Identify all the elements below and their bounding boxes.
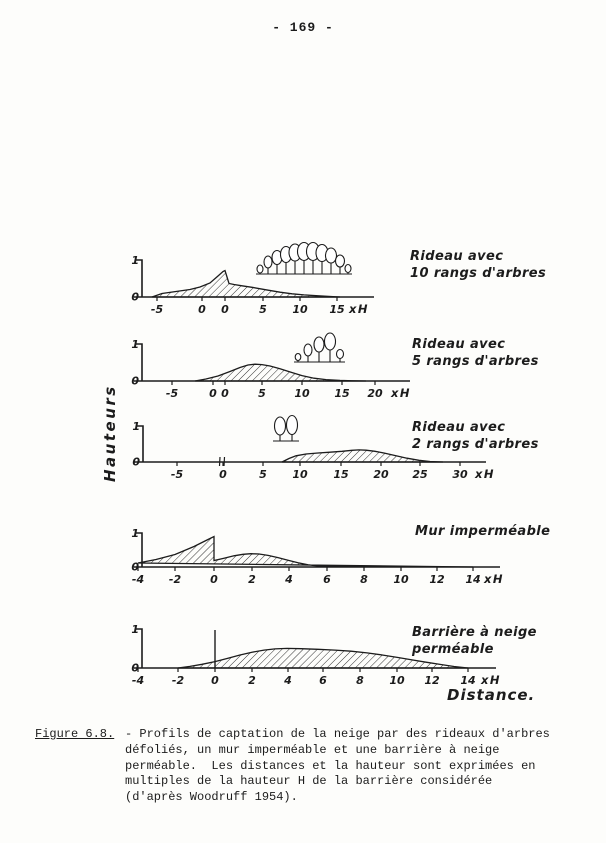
- y-axis: [136, 628, 143, 668]
- chart-mur-impermeable: 1 0 -4 -2 0 2 4 6 8 10 12 14 xH: [128, 515, 508, 590]
- x-tick-label: 20: [373, 468, 389, 481]
- y-tick-label: 0: [131, 662, 139, 675]
- x-tick-label: -5: [151, 303, 164, 316]
- x-tick-label: 4: [283, 674, 292, 687]
- tree-pair-icon: [273, 414, 299, 442]
- x-unit-label: xH: [390, 386, 411, 400]
- x-tick-label: 5: [259, 468, 267, 481]
- x-tick-label: 0: [210, 573, 218, 586]
- x-tick-label: 10: [294, 387, 310, 400]
- x-tick-label: -4: [132, 674, 144, 687]
- x-tick-label: 20: [367, 387, 383, 400]
- caption-line: défoliés, un mur imperméable et une barr…: [125, 742, 500, 757]
- x-tick-label: 4: [284, 573, 293, 586]
- figure-caption-label: Figure 6.8.: [35, 727, 115, 741]
- snow-profile: [177, 647, 469, 669]
- y-tick-label: 1: [131, 623, 139, 636]
- x-axis-title: Distance.: [447, 686, 536, 704]
- x-tick-label: 10: [393, 573, 409, 586]
- x-tick-label: 0: [221, 387, 229, 400]
- chart-label-rideau-10: Rideau avec 10 rangs d'arbres: [410, 249, 547, 281]
- y-axis: [137, 425, 144, 462]
- y-tick-label: 0: [132, 456, 140, 469]
- y-tick-label: 1: [132, 420, 140, 433]
- x-tick-label: 0: [209, 387, 217, 400]
- y-axis-title: Hauteurs: [101, 384, 119, 482]
- snow-profile-with-wall: [137, 535, 474, 568]
- x-tick-label: 6: [323, 573, 331, 586]
- tree-group-icon: [294, 332, 345, 363]
- chart-label-rideau-2: Rideau avec 2 rangs d'arbres: [412, 420, 539, 452]
- x-tick-label: -2: [172, 674, 185, 687]
- x-tick-label: -5: [166, 387, 179, 400]
- x-tick-label: 10: [292, 303, 308, 316]
- y-tick-label: 0: [131, 561, 139, 574]
- caption-line: multiples de la hauteur H de la barrière…: [125, 774, 493, 789]
- x-tick-label: 6: [319, 674, 327, 687]
- snow-profile: [151, 269, 341, 298]
- y-tick-label: 1: [131, 254, 139, 267]
- figure-caption-text: - Profils de captation de la neige par d…: [125, 727, 550, 806]
- x-tick-label: -2: [169, 573, 182, 586]
- y-tick-label: 1: [131, 527, 139, 540]
- x-axis-ticks: [137, 567, 474, 571]
- y-axis: [136, 343, 143, 381]
- chart-barriere-a-neige: 1 0 -4 -2 0 2 4 6 8 10 12 14 xH: [128, 612, 508, 700]
- chart-label-barriere: Barrière à neige perméable: [412, 625, 537, 657]
- x-unit-label: xH: [348, 302, 369, 316]
- x-tick-label: 14: [465, 573, 480, 586]
- y-tick-label: 1: [131, 338, 139, 351]
- x-tick-label: 10: [292, 468, 308, 481]
- x-tick-label: 15: [329, 303, 345, 316]
- x-tick-label: 5: [258, 387, 266, 400]
- x-tick-label: 5: [259, 303, 267, 316]
- x-unit-label: xH: [480, 673, 501, 687]
- caption-line: - Profils de captation de la neige par d…: [125, 727, 550, 741]
- caption-line: perméable. Les distances et la hauteur s…: [125, 758, 536, 773]
- chart-rideau-2-rangs: 1 0 -5 0 5 10 15 20 25 30 xH: [128, 413, 498, 488]
- x-unit-label: xH: [483, 572, 504, 586]
- x-tick-label: 30: [452, 468, 468, 481]
- page-number: - 169 -: [272, 20, 334, 35]
- x-tick-label: 12: [424, 674, 440, 687]
- snow-profile: [281, 449, 444, 463]
- x-axis-ticks: [171, 381, 376, 385]
- x-tick-label: 8: [360, 573, 368, 586]
- tree-belt-icon: [256, 241, 352, 275]
- x-tick-label: 0: [219, 468, 227, 481]
- chart-rideau-10-rangs: 1 0 -5 0 0 5 10 15 xH: [128, 241, 418, 323]
- x-tick-label: 8: [356, 674, 364, 687]
- x-tick-label: 0: [211, 674, 219, 687]
- y-tick-label: 0: [131, 375, 139, 388]
- x-tick-label: 0: [221, 303, 229, 316]
- x-tick-label: 25: [412, 468, 428, 481]
- x-tick-label: 2: [248, 674, 256, 687]
- chart-label-rideau-5: Rideau avec 5 rangs d'arbres: [412, 337, 539, 369]
- x-tick-label: 15: [333, 468, 349, 481]
- x-axis-ticks: [137, 668, 469, 672]
- x-tick-label: 15: [334, 387, 350, 400]
- chart-label-mur: Mur imperméable: [415, 524, 551, 539]
- chart-rideau-5-rangs: 1 0 -5 0 0 5 10 15 20 xH: [128, 328, 428, 408]
- x-tick-label: 2: [248, 573, 256, 586]
- x-tick-label: -4: [132, 573, 144, 586]
- x-tick-label: 10: [389, 674, 405, 687]
- y-tick-label: 0: [131, 291, 139, 304]
- x-tick-label: 0: [198, 303, 206, 316]
- x-unit-label: xH: [474, 467, 495, 481]
- x-tick-label: 12: [429, 573, 445, 586]
- y-axis: [136, 259, 143, 297]
- snow-profile: [194, 363, 367, 382]
- x-tick-label: 14: [460, 674, 475, 687]
- caption-line: (d'après Woodruff 1954).: [125, 790, 298, 805]
- y-axis: [136, 532, 143, 567]
- x-tick-label: -5: [171, 468, 184, 481]
- x-axis-ticks: [176, 462, 461, 466]
- x-axis-ticks: [156, 297, 338, 301]
- axis-break-mark: [218, 456, 226, 467]
